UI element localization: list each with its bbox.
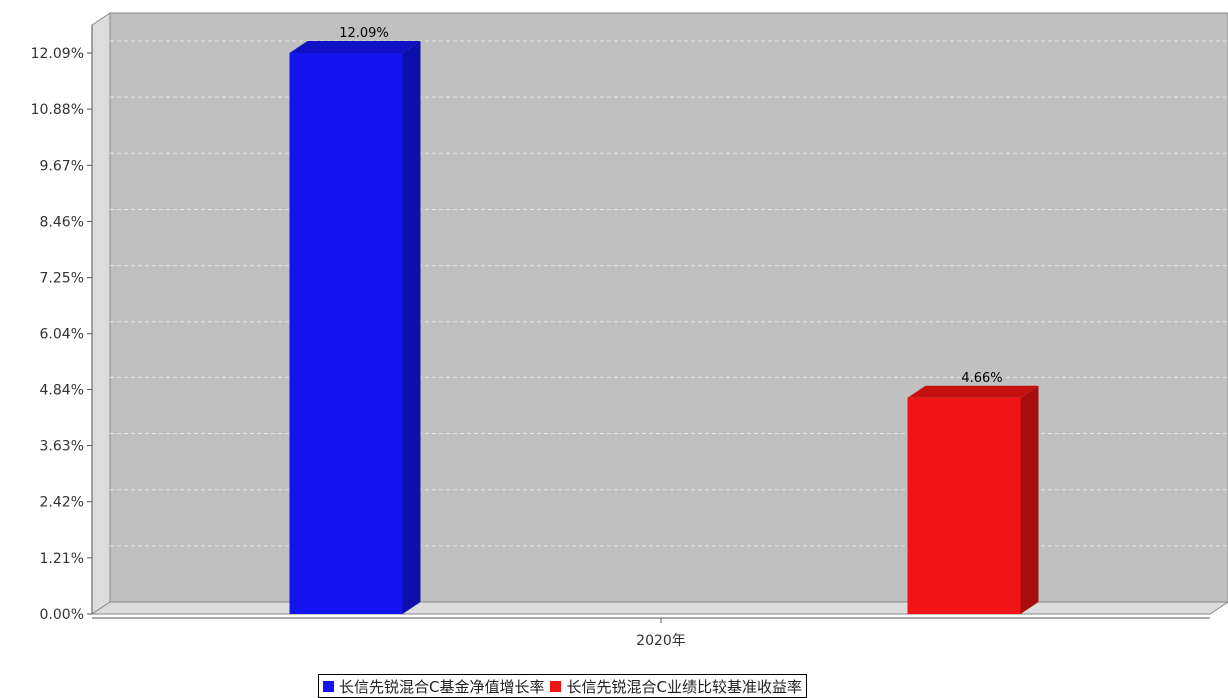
- legend-item-benchmark: 长信先锐混合C业绩比较基准收益率: [550, 676, 802, 697]
- plot-side-wall: [91, 12, 111, 615]
- y-tick-label: 10.88%: [31, 102, 84, 118]
- legend: 长信先锐混合C基金净值增长率 长信先锐混合C业绩比较基准收益率: [318, 674, 807, 698]
- y-tick-label: 12.09%: [31, 46, 84, 62]
- legend-swatch-red: [550, 680, 562, 692]
- bar-0-top: [289, 41, 421, 53]
- bar-0-side: [402, 41, 421, 614]
- bar-1-front: [907, 397, 1021, 614]
- y-tick-label: 8.46%: [40, 214, 84, 230]
- bar-1-side: [1020, 385, 1039, 614]
- legend-item-fund-growth: 长信先锐混合C基金净值增长率: [323, 676, 544, 697]
- bar-0-front: [289, 53, 403, 614]
- y-tick-label: 3.63%: [40, 439, 84, 455]
- bar-1-top: [907, 385, 1039, 398]
- y-tick-label: 9.67%: [40, 158, 84, 174]
- plot-back-wall: [109, 12, 1228, 603]
- bar-1-value-label: 4.66%: [961, 371, 1002, 386]
- legend-label-benchmark: 长信先锐混合C业绩比较基准收益率: [566, 677, 802, 696]
- y-tick-label: 4.84%: [40, 382, 84, 398]
- y-tick-label: 0.00%: [40, 607, 84, 623]
- y-tick-label: 2.42%: [40, 495, 84, 511]
- legend-swatch-blue: [323, 680, 334, 692]
- x-category-label: 2020年: [636, 633, 686, 649]
- legend-label-fund-growth: 长信先锐混合C基金净值增长率: [339, 677, 545, 696]
- y-tick-label: 1.21%: [40, 551, 84, 567]
- plot-floor: [90, 601, 1228, 615]
- y-tick-label: 7.25%: [40, 271, 84, 287]
- bar-0-value-label: 12.09%: [339, 26, 389, 41]
- y-tick-label: 6.04%: [40, 327, 84, 343]
